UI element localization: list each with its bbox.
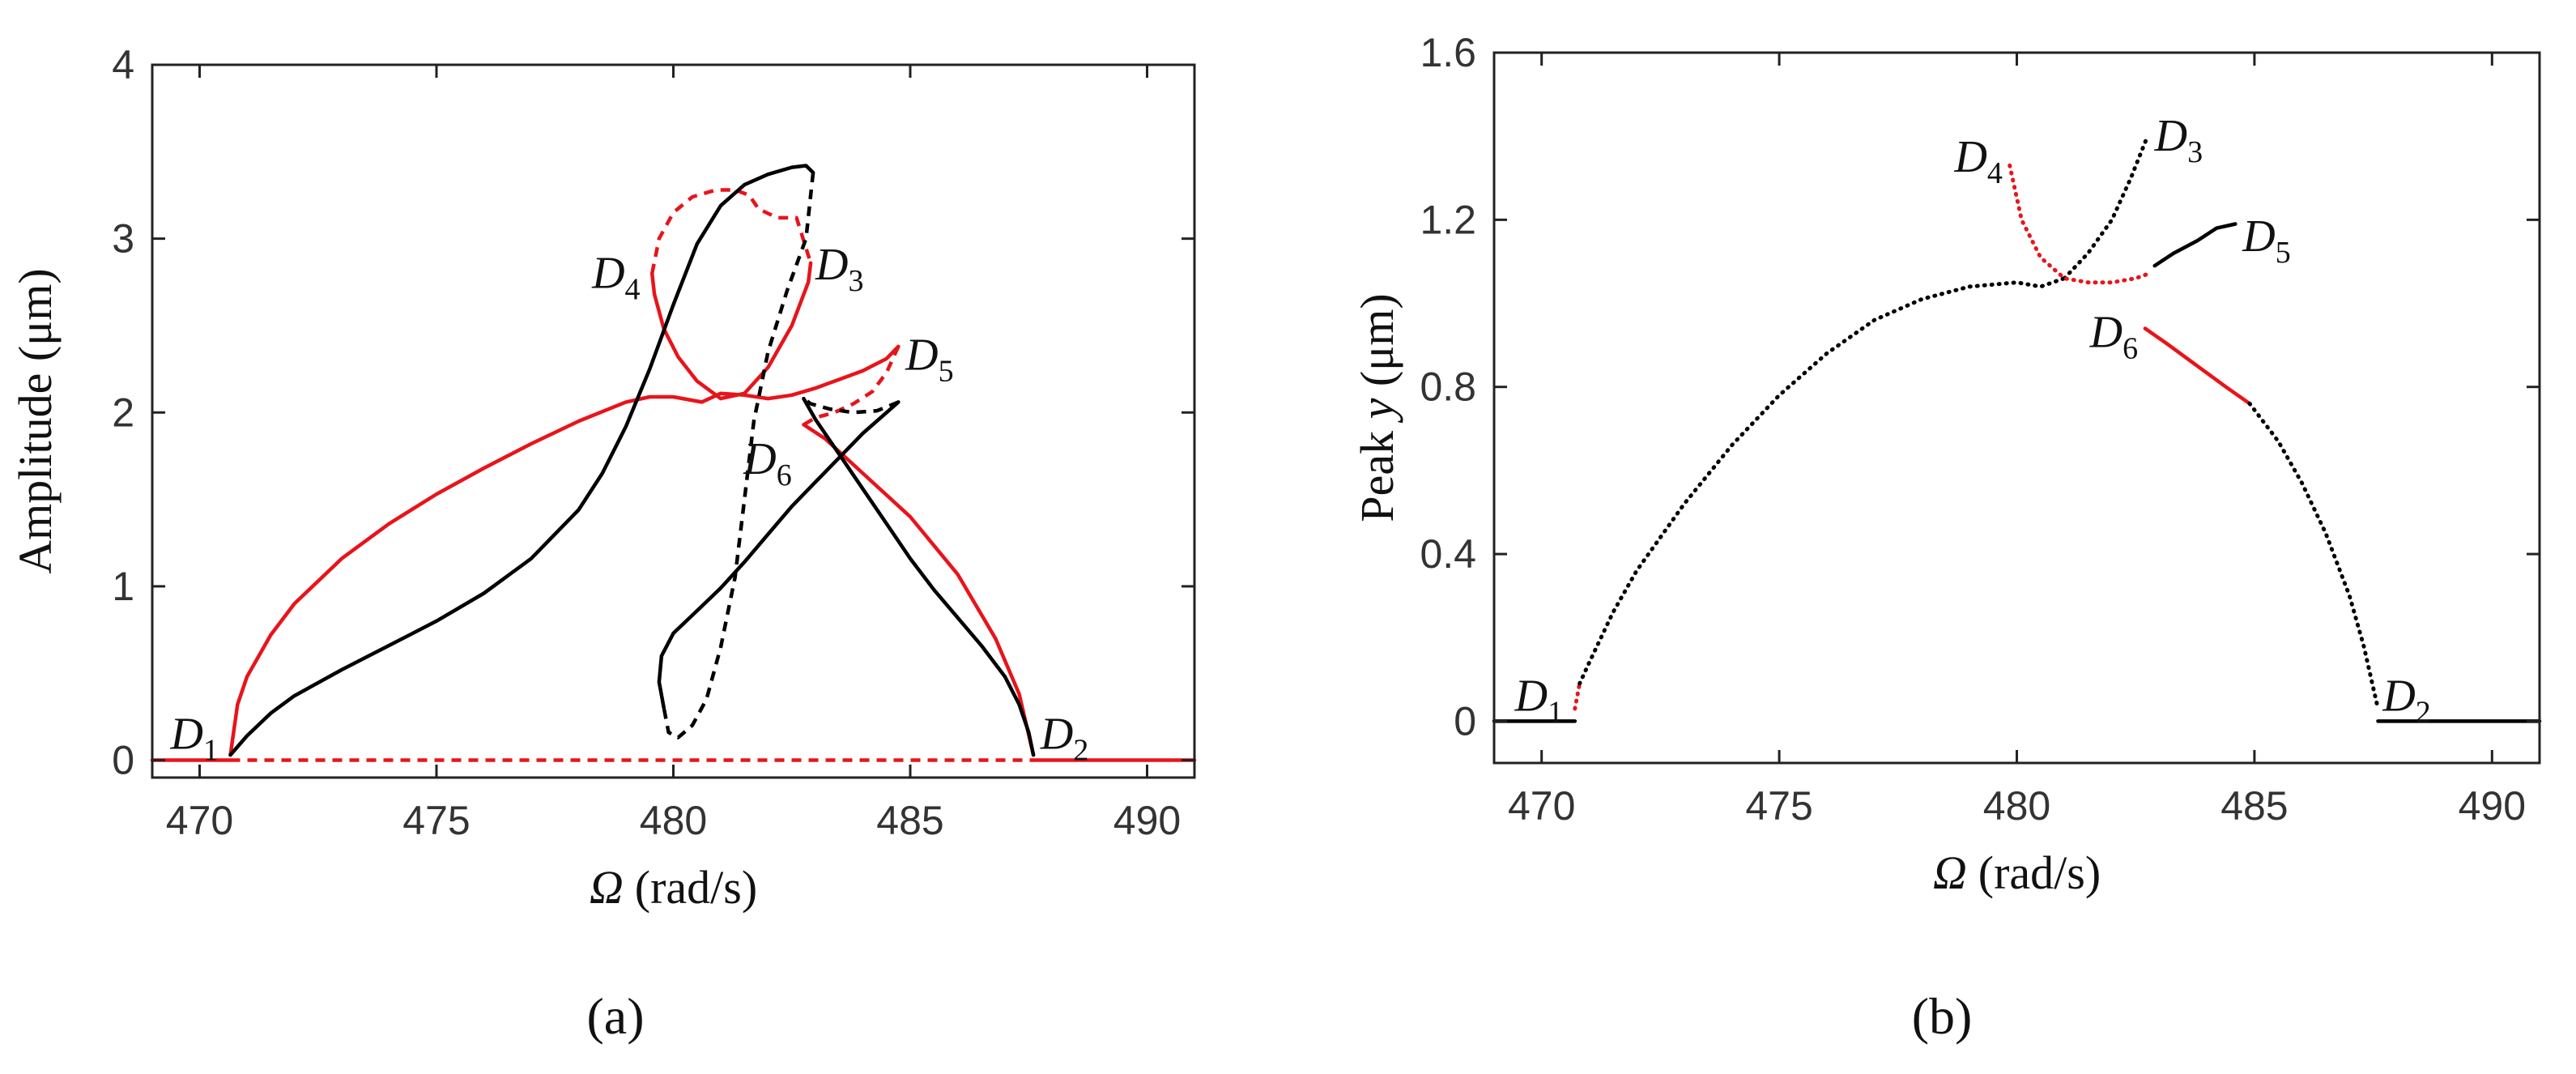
series-b-black-to-d3 xyxy=(2062,134,2150,281)
series-b-black-rise xyxy=(1578,276,2067,686)
series-b-red-start xyxy=(1573,681,1582,711)
series-a-black-main xyxy=(228,164,815,757)
ytick-label-a: 1 xyxy=(112,564,134,609)
xtick-label-a: 480 xyxy=(640,798,707,843)
ytick-label-b: 1.6 xyxy=(1420,30,1476,75)
point-label-b-d5: D5 xyxy=(2242,211,2290,270)
point-label-b-d3: D3 xyxy=(2154,111,2203,169)
xtick-label-a: 485 xyxy=(876,798,943,843)
point-label-b-d1: D1 xyxy=(1514,671,1563,729)
caption-b: (b) xyxy=(1912,987,1973,1045)
ytick-label-a: 2 xyxy=(112,390,134,435)
chart-panel-b: 470 475 480 485 490 0 0.4 0.8 1.2 1.6 Ω (rad/s) Peak… xyxy=(1351,30,2542,899)
point-label-a-d5: D5 xyxy=(905,330,953,388)
point-label-a-d1: D1 xyxy=(169,709,218,767)
ytick-label-b: 1.2 xyxy=(1420,197,1476,242)
ytick-label-a: 3 xyxy=(112,216,134,262)
series-a-black-lower xyxy=(657,400,901,710)
point-label-b-d2: D2 xyxy=(2382,671,2430,729)
x-axis-label-a: Ω (rad/s) xyxy=(590,861,757,914)
ytick-label-a: 4 xyxy=(112,42,134,87)
series-b-red-u xyxy=(2008,163,2150,285)
ytick-label-a: 0 xyxy=(112,738,134,783)
ytick-label-b: 0 xyxy=(1454,698,1476,744)
series-a-red-loop-left xyxy=(649,261,813,401)
chart-panel-a: 470 475 480 485 490 0 1 2 3 4 Ω (rad/s) Amplitude (μ… xyxy=(9,42,1197,914)
plot-frame-a xyxy=(151,63,1196,779)
xtick-label-b: 480 xyxy=(1983,783,2050,829)
point-label-a-d6: D6 xyxy=(743,434,791,492)
series-a-black-dashed-mid xyxy=(662,172,815,739)
series-b-black-d5 xyxy=(2152,222,2238,268)
point-label-a-d3: D3 xyxy=(815,240,863,298)
plot-frame-b xyxy=(1492,51,2541,765)
xtick-label-a: 470 xyxy=(166,798,233,843)
xtick-label-b: 470 xyxy=(1508,783,1575,829)
y-axis-label-b: Peak y (μm) xyxy=(1351,293,1403,522)
point-label-b-d4: D4 xyxy=(1953,132,2002,190)
xtick-label-b: 475 xyxy=(1745,783,1812,829)
point-label-a-d4: D4 xyxy=(591,249,640,307)
series-a-red-right-solid xyxy=(802,423,1036,757)
y-axis-label-a: Amplitude (μm) xyxy=(9,268,62,573)
series-a-black-right xyxy=(802,396,1036,757)
ytick-label-b: 0.4 xyxy=(1420,531,1476,577)
x-axis-label-b: Ω (rad/s) xyxy=(1933,846,2101,899)
xtick-label-b: 485 xyxy=(2220,783,2288,829)
series-a-red-main xyxy=(228,344,901,757)
series-a-red-right-dashed xyxy=(803,345,901,427)
xtick-label-a: 475 xyxy=(402,798,470,843)
series-a-black-dashed-d5 xyxy=(803,397,900,415)
caption-a: (a) xyxy=(586,987,644,1045)
series-a-red-upper-dashed xyxy=(649,188,813,275)
xtick-label-b: 490 xyxy=(2459,783,2526,829)
series-b-red-fall xyxy=(2143,326,2252,406)
xtick-label-a: 490 xyxy=(1113,798,1181,843)
series-b-black-fall xyxy=(2247,401,2380,711)
point-label-a-d2: D2 xyxy=(1040,709,1088,767)
point-label-b-d6: D6 xyxy=(2089,308,2138,366)
ytick-label-b: 0.8 xyxy=(1420,364,1476,410)
